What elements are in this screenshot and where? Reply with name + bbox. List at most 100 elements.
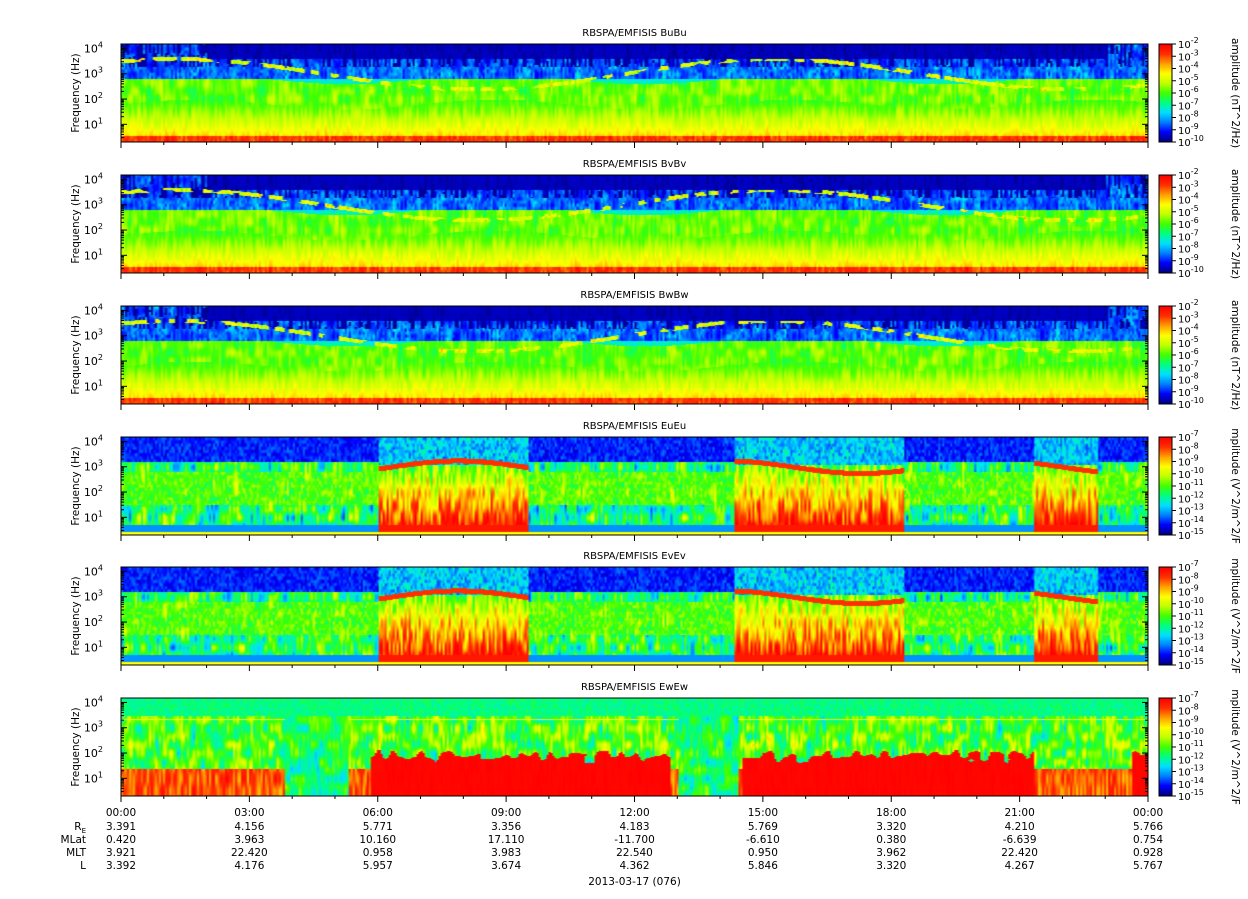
colorbar-tick-label: 10-11 — [1178, 608, 1204, 623]
ephemeris-value: 5.957 — [363, 860, 393, 872]
colorbar-tick-label: 10-8 — [1178, 372, 1199, 387]
colorbar-tick-label: 10-7 — [1178, 559, 1199, 574]
y-tick-label: 101 — [84, 770, 103, 785]
colorbar-tick-label: 10-8 — [1178, 441, 1199, 456]
x-tick-label: 18:00 — [876, 807, 906, 819]
colorbar-tick-base: 10 — [1178, 232, 1191, 243]
y-tick-base: 10 — [84, 249, 98, 262]
y-tick-base: 10 — [84, 696, 98, 709]
colorbar-label: amplitude (nT^2/Hz) — [1229, 38, 1241, 148]
x-tick-label: 15:00 — [748, 807, 778, 819]
y-tick-label: 102 — [84, 614, 103, 629]
colorbar-tick-label: 10-5 — [1178, 73, 1199, 88]
colorbar-tick-exponent: -9 — [1191, 454, 1199, 463]
colorbar-tick-exponent: -2 — [1191, 298, 1199, 307]
colorbar-tick-exponent: -14 — [1191, 515, 1204, 524]
y-tick-base: 10 — [84, 511, 98, 524]
ephemeris-value: 0.958 — [363, 847, 393, 859]
y-tick-label: 104 — [84, 302, 103, 317]
colorbar-tick-exponent: -9 — [1191, 584, 1199, 593]
y-tick-exponent: 2 — [98, 91, 103, 100]
colorbar-tick-label: 10-10 — [1178, 396, 1204, 411]
colorbar-tick-label: 10-12 — [1178, 490, 1204, 505]
colorbar: 10-1510-1410-1310-1210-1110-1010-910-810… — [1158, 428, 1241, 544]
colorbar-tick-exponent: -7 — [1191, 559, 1199, 568]
y-tick-label: 101 — [84, 639, 103, 654]
colorbar-tick-base: 10 — [1178, 445, 1191, 456]
spectrogram-image — [121, 698, 1148, 796]
ephemeris-value: 3.963 — [234, 834, 264, 846]
colorbar-tick-label: 10-14 — [1178, 515, 1204, 530]
colorbar-tick-base: 10 — [1178, 706, 1191, 717]
ephemeris-value: 3.320 — [876, 821, 906, 833]
colorbar-tick-base: 10 — [1178, 376, 1191, 387]
x-tick-label: 00:00 — [106, 807, 136, 819]
y-tick-exponent: 2 — [98, 614, 103, 623]
colorbar-tick-base: 10 — [1178, 339, 1191, 350]
y-tick-label: 104 — [84, 433, 103, 448]
colorbar-gradient — [1159, 44, 1172, 142]
colorbar-tick-exponent: -15 — [1191, 527, 1204, 536]
colorbar-tick-base: 10 — [1178, 40, 1191, 51]
y-tick-label: 101 — [84, 509, 103, 524]
y-tick-exponent: 3 — [98, 197, 103, 206]
colorbar-tick-label: 10-12 — [1178, 751, 1204, 766]
colorbar-tick-base: 10 — [1178, 661, 1191, 672]
colorbar-tick-label: 10-12 — [1178, 620, 1204, 635]
y-tick-base: 10 — [84, 616, 98, 629]
colorbar-tick-label: 10-15 — [1178, 657, 1204, 672]
y-axis-label: Frequency (Hz) — [70, 707, 82, 786]
y-tick-label: 104 — [84, 171, 103, 186]
ephemeris-row-label: RE — [74, 821, 86, 835]
colorbar-tick-exponent: -12 — [1191, 490, 1204, 499]
panel-title: RBSPA/EMFISIS BuBu — [582, 28, 686, 39]
colorbar-tick-label: 10-7 — [1178, 359, 1199, 374]
y-tick-exponent: 1 — [98, 378, 103, 387]
colorbar-tick-base: 10 — [1178, 220, 1191, 231]
panel-title: RBSPA/EMFISIS EuEu — [583, 421, 686, 432]
y-tick-exponent: 2 — [98, 222, 103, 231]
colorbar-tick-exponent: -5 — [1191, 204, 1199, 213]
ephemeris-row-label: L — [80, 860, 86, 872]
colorbar-tick-exponent: -7 — [1191, 228, 1199, 237]
colorbar-tick-base: 10 — [1178, 65, 1191, 76]
y-tick-label: 102 — [84, 484, 103, 499]
ephemeris-value: 22.420 — [231, 847, 268, 859]
x-tick-label: 09:00 — [491, 807, 521, 819]
colorbar-label: amplitude (nT^2/Hz) — [1229, 300, 1241, 410]
colorbar-tick-label: 10-7 — [1178, 97, 1199, 112]
colorbar-tick-base: 10 — [1178, 400, 1191, 411]
colorbar-tick-exponent: -7 — [1191, 359, 1199, 368]
ephemeris-value: 3.391 — [106, 821, 136, 833]
colorbar-tick-exponent: -7 — [1191, 429, 1199, 438]
colorbar-gradient — [1159, 175, 1172, 273]
y-tick-exponent: 2 — [98, 484, 103, 493]
y-tick-base: 10 — [84, 173, 98, 186]
ephemeris-value: 3.962 — [876, 847, 906, 859]
colorbar-tick-exponent: -10 — [1191, 396, 1204, 405]
colorbar-tick-base: 10 — [1178, 731, 1191, 742]
colorbar-gradient — [1159, 437, 1172, 535]
y-tick-exponent: 1 — [98, 639, 103, 648]
colorbar-tick-base: 10 — [1178, 470, 1191, 481]
y-tick-exponent: 1 — [98, 509, 103, 518]
colorbar-gradient — [1159, 567, 1172, 665]
colorbar-label: mplitude (V^2/m^2/F — [1229, 428, 1241, 544]
ephemeris-value: 5.769 — [748, 821, 778, 833]
colorbar-tick-base: 10 — [1178, 388, 1191, 399]
colorbar-label: amplitude (nT^2/Hz) — [1229, 169, 1241, 279]
y-tick-exponent: 1 — [98, 116, 103, 125]
y-tick-label: 101 — [84, 116, 103, 131]
spectrogram-image — [121, 175, 1148, 273]
y-tick-base: 10 — [84, 772, 98, 785]
colorbar-tick-base: 10 — [1178, 575, 1191, 586]
ephemeris-value: 4.210 — [1005, 821, 1035, 833]
panel-title: RBSPA/EMFISIS BvBv — [583, 159, 687, 170]
colorbar-tick-label: 10-6 — [1178, 216, 1199, 231]
colorbar-tick-base: 10 — [1178, 482, 1191, 493]
y-tick-label: 101 — [84, 247, 103, 262]
ephemeris-value: 5.771 — [363, 821, 393, 833]
ephemeris-value: -6.639 — [1003, 834, 1037, 846]
y-tick-base: 10 — [84, 435, 98, 448]
